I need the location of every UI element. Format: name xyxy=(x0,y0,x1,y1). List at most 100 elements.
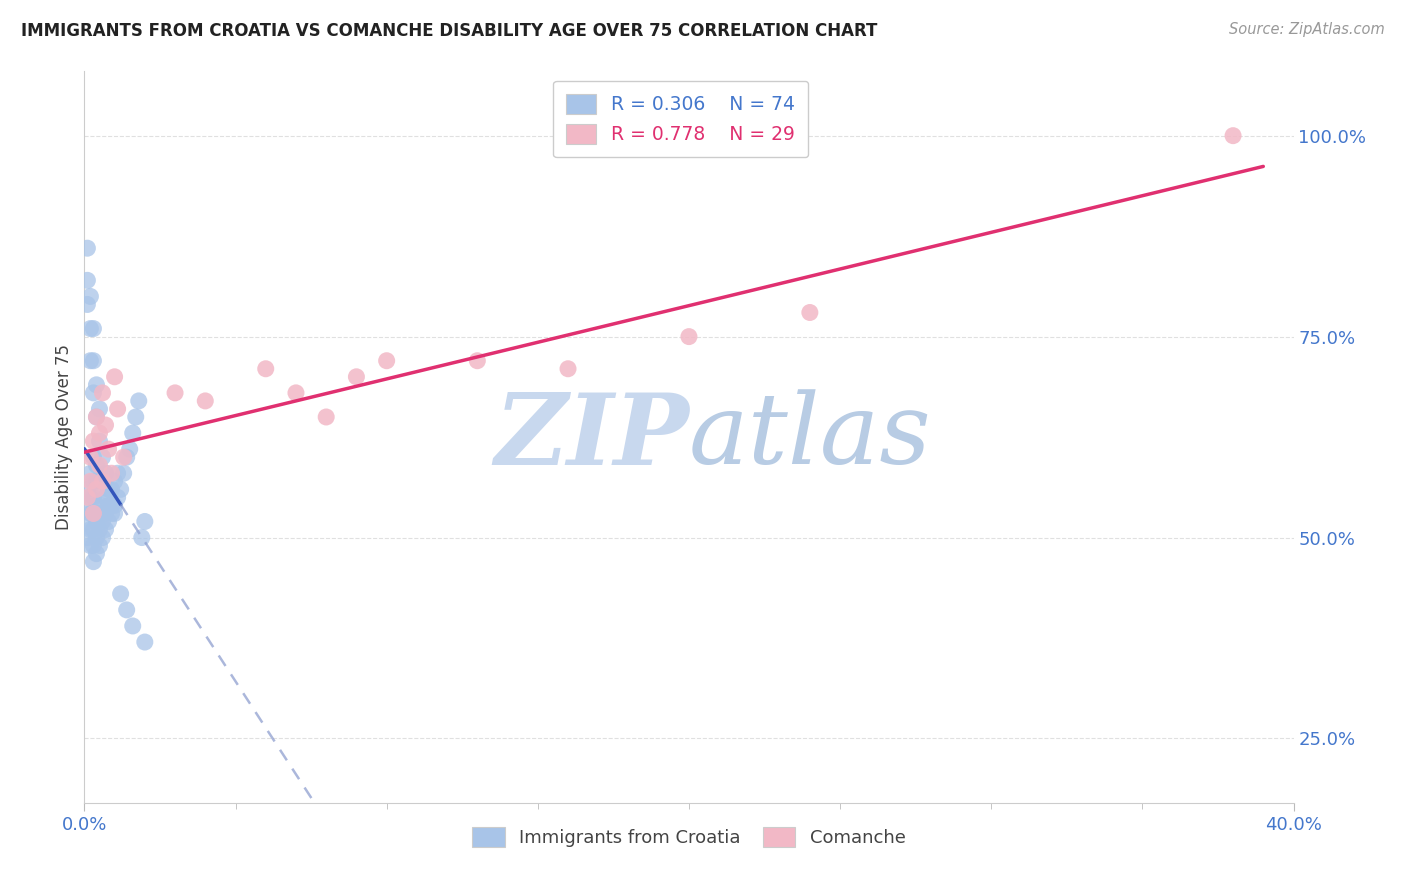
Legend: Immigrants from Croatia, Comanche: Immigrants from Croatia, Comanche xyxy=(464,818,914,856)
Point xyxy=(89,425,111,440)
Point xyxy=(79,450,101,465)
Point xyxy=(76,491,98,505)
Point xyxy=(86,547,108,561)
Point xyxy=(128,393,150,408)
Point xyxy=(82,555,104,569)
Point xyxy=(89,434,111,449)
Point xyxy=(315,409,337,424)
Point xyxy=(82,523,104,537)
Point xyxy=(100,467,122,481)
Point xyxy=(91,499,114,513)
Point xyxy=(86,458,108,473)
Point xyxy=(79,321,101,335)
Point xyxy=(107,491,129,505)
Point xyxy=(97,499,120,513)
Point xyxy=(121,619,143,633)
Point xyxy=(799,305,821,319)
Point xyxy=(79,289,101,303)
Point xyxy=(82,353,104,368)
Point xyxy=(82,321,104,335)
Point xyxy=(86,409,108,424)
Point xyxy=(110,587,132,601)
Point xyxy=(82,507,104,521)
Point xyxy=(94,491,117,505)
Point xyxy=(76,499,98,513)
Point xyxy=(79,475,101,489)
Point xyxy=(115,450,138,465)
Point xyxy=(375,353,398,368)
Point xyxy=(107,467,129,481)
Text: ZIP: ZIP xyxy=(494,389,689,485)
Y-axis label: Disability Age Over 75: Disability Age Over 75 xyxy=(55,344,73,530)
Point xyxy=(86,409,108,424)
Point xyxy=(112,467,135,481)
Point xyxy=(104,369,127,384)
Point xyxy=(89,483,111,497)
Point xyxy=(86,377,108,392)
Point xyxy=(94,467,117,481)
Point xyxy=(82,385,104,400)
Point xyxy=(467,353,489,368)
Point xyxy=(118,442,141,457)
Point xyxy=(254,361,277,376)
Point xyxy=(165,385,187,400)
Point xyxy=(91,385,114,400)
Point xyxy=(86,531,108,545)
Point xyxy=(125,409,148,424)
Point xyxy=(104,499,127,513)
Point xyxy=(97,483,120,497)
Point xyxy=(76,297,98,311)
Point xyxy=(82,491,104,505)
Point xyxy=(194,393,217,408)
Point xyxy=(76,515,98,529)
Point xyxy=(91,475,114,489)
Text: Source: ZipAtlas.com: Source: ZipAtlas.com xyxy=(1229,22,1385,37)
Point xyxy=(100,499,122,513)
Point xyxy=(76,483,98,497)
Point xyxy=(112,450,135,465)
Point xyxy=(86,499,108,513)
Point xyxy=(79,523,101,537)
Point xyxy=(86,475,108,489)
Point xyxy=(110,483,132,497)
Point xyxy=(134,515,156,529)
Point xyxy=(94,417,117,432)
Point xyxy=(89,507,111,521)
Text: atlas: atlas xyxy=(689,390,932,484)
Point xyxy=(82,539,104,553)
Point xyxy=(115,603,138,617)
Point xyxy=(79,507,101,521)
Point xyxy=(91,531,114,545)
Point xyxy=(100,507,122,521)
Point xyxy=(89,458,111,473)
Point xyxy=(79,467,101,481)
Text: IMMIGRANTS FROM CROATIA VS COMANCHE DISABILITY AGE OVER 75 CORRELATION CHART: IMMIGRANTS FROM CROATIA VS COMANCHE DISA… xyxy=(21,22,877,40)
Point xyxy=(82,450,104,465)
Point xyxy=(104,475,127,489)
Point xyxy=(82,507,104,521)
Point xyxy=(82,434,104,449)
Point xyxy=(97,483,120,497)
Point xyxy=(86,483,108,497)
Point xyxy=(91,475,114,489)
Point xyxy=(1222,128,1244,143)
Point xyxy=(97,515,120,529)
Point xyxy=(76,531,98,545)
Point xyxy=(346,369,368,384)
Point xyxy=(100,483,122,497)
Point xyxy=(76,273,98,287)
Point xyxy=(89,523,111,537)
Point xyxy=(104,507,127,521)
Point xyxy=(79,539,101,553)
Point xyxy=(285,385,308,400)
Point xyxy=(76,241,98,255)
Point xyxy=(678,329,700,343)
Point xyxy=(91,515,114,529)
Point xyxy=(89,401,111,416)
Point xyxy=(79,353,101,368)
Point xyxy=(94,467,117,481)
Point xyxy=(79,491,101,505)
Point xyxy=(97,442,120,457)
Point xyxy=(94,523,117,537)
Point xyxy=(91,450,114,465)
